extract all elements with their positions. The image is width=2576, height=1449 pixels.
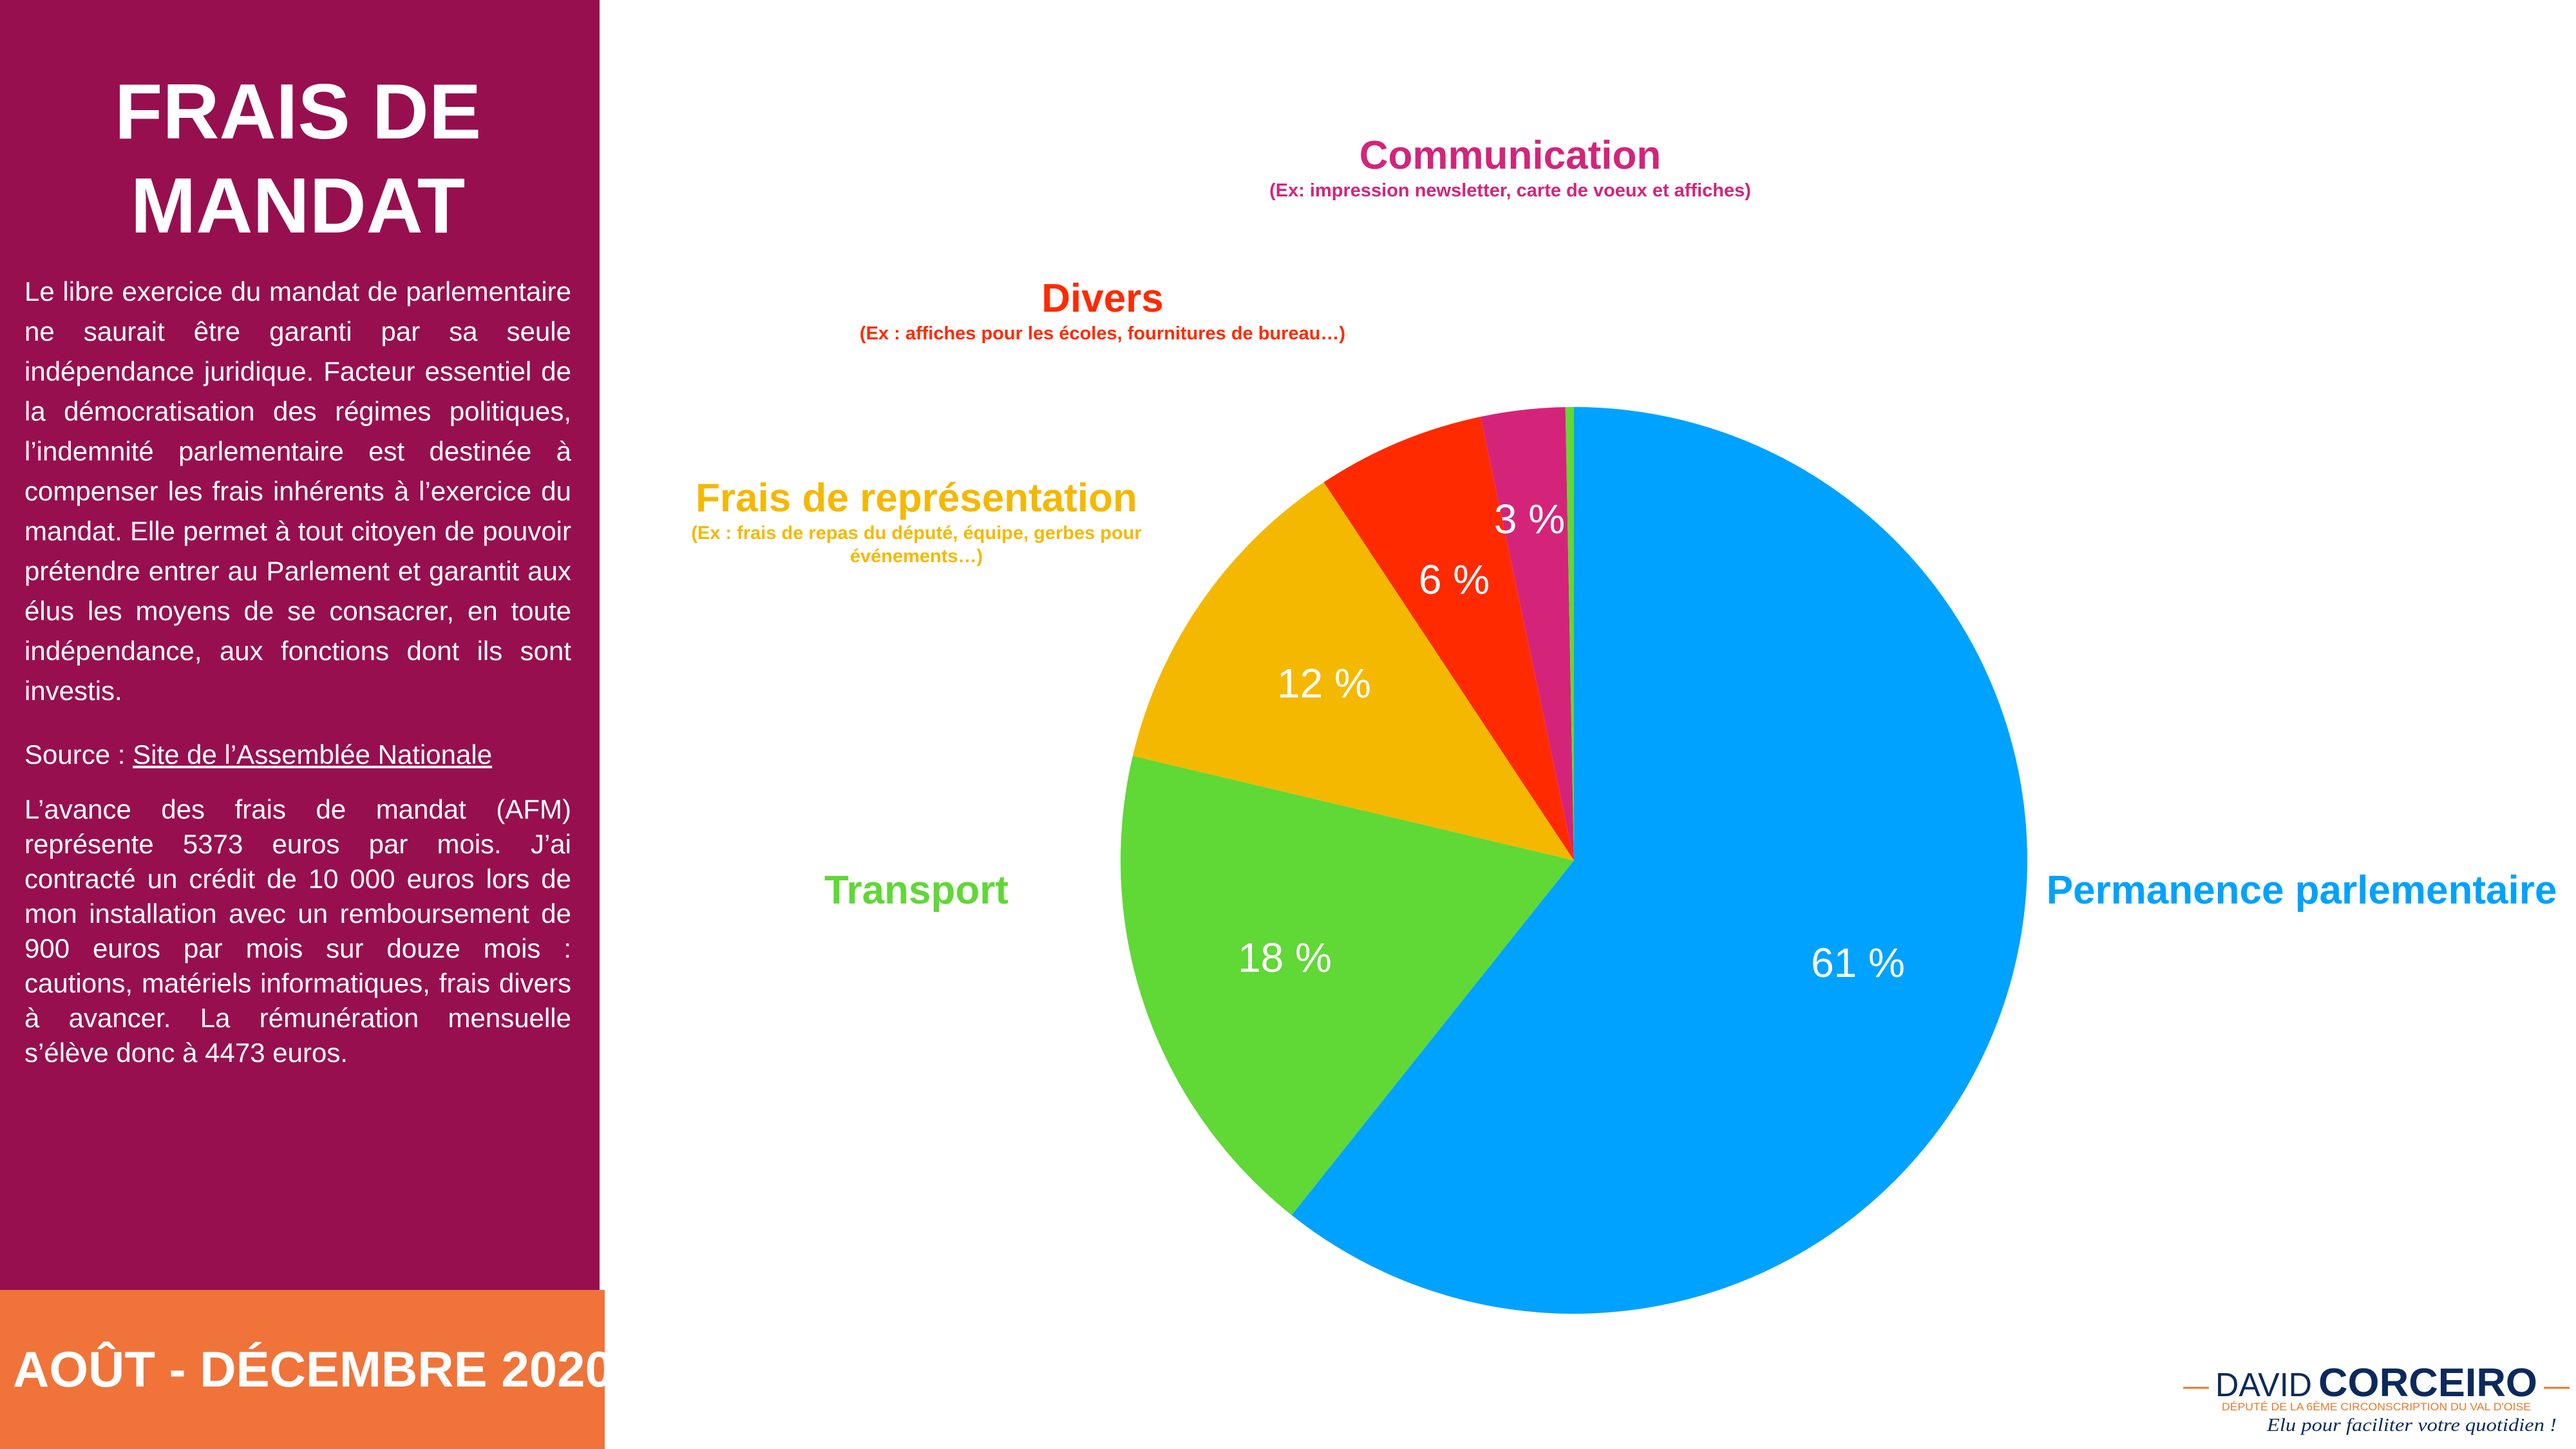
label-representation: Frais de représentation (Ex : frais de r… <box>691 475 1141 568</box>
slice-name: Permanence parlementaire <box>2046 868 2557 913</box>
logo-first-name: DAVID <box>2215 1367 2312 1404</box>
source-label: Source : <box>24 739 133 770</box>
logo-slogan: Elu pour faciliter votre quotidien ! <box>2266 1416 2557 1435</box>
pie-slice-0 <box>1291 407 2028 1314</box>
slice-note: (Ex : frais de repas du député, équipe, … <box>691 523 1142 544</box>
pct-label-transport: 18 % <box>1238 934 1332 981</box>
pie-slice-1 <box>1120 755 1574 1215</box>
label-divers: Divers (Ex : affiches pour les écoles, f… <box>860 276 1345 345</box>
pie-slice-3 <box>1323 417 1574 860</box>
pie-slice-4 <box>1481 407 1574 860</box>
sidebar-column: FRAIS DE MANDAT Le libre exercice du man… <box>0 0 613 1449</box>
intro-paragraph: Le libre exercice du mandat de parlement… <box>24 276 571 706</box>
pct-label-permanence: 61 % <box>1811 940 1905 986</box>
source-link[interactable]: Site de l’Assemblée Nationale <box>133 739 493 770</box>
slice-note: (Ex : affiches pour les écoles, fournitu… <box>859 323 1346 344</box>
slice-name: Transport <box>824 868 1009 913</box>
source-line: Source : Site de l’Assemblée Nationale <box>24 737 571 773</box>
slice-note: (Ex: impression newsletter, carte de voe… <box>1269 180 1751 201</box>
pie-slice-2 <box>1132 482 1574 860</box>
label-transport: Transport <box>824 867 1009 914</box>
slice-name: Divers <box>1041 276 1164 321</box>
slice-name: Communication <box>1359 133 1662 178</box>
page-title: FRAIS DE MANDAT <box>24 64 571 252</box>
pct-label-divers: 6 % <box>1418 556 1490 603</box>
logo-subtitle: DÉPUTÉ DE LA 6ÈME CIRCONSCRIPTION DU VAL… <box>2222 1401 2531 1413</box>
label-permanence: Permanence parlementaire <box>2047 867 2557 914</box>
afm-paragraph: L’avance des frais de mandat (AFM) repré… <box>24 794 571 1068</box>
period-text: AOÛT - DÉCEMBRE 2020 <box>13 1341 613 1397</box>
pie-slice-5 <box>1565 407 1574 860</box>
slice-name: Frais de représentation <box>696 476 1137 520</box>
label-communication: Communication (Ex: impression newsletter… <box>1269 133 1751 202</box>
pct-label-communication: 3 % <box>1493 496 1566 542</box>
logo-last-name: CORCEIRO <box>2318 1361 2537 1405</box>
period-banner: AOÛT - DÉCEMBRE 2020 <box>0 1290 613 1449</box>
logo: DAVID CORCEIRO DÉPUTÉ DE LA 6ÈME CIRCONS… <box>2183 1361 2570 1435</box>
title-line-1: FRAIS DE <box>114 68 482 155</box>
pct-label-representation: 12 % <box>1277 660 1371 706</box>
sidebar-panel: FRAIS DE MANDAT Le libre exercice du man… <box>0 0 600 1290</box>
slice-note-2: événements…) <box>849 546 983 567</box>
title-line-2: MANDAT <box>130 162 466 249</box>
